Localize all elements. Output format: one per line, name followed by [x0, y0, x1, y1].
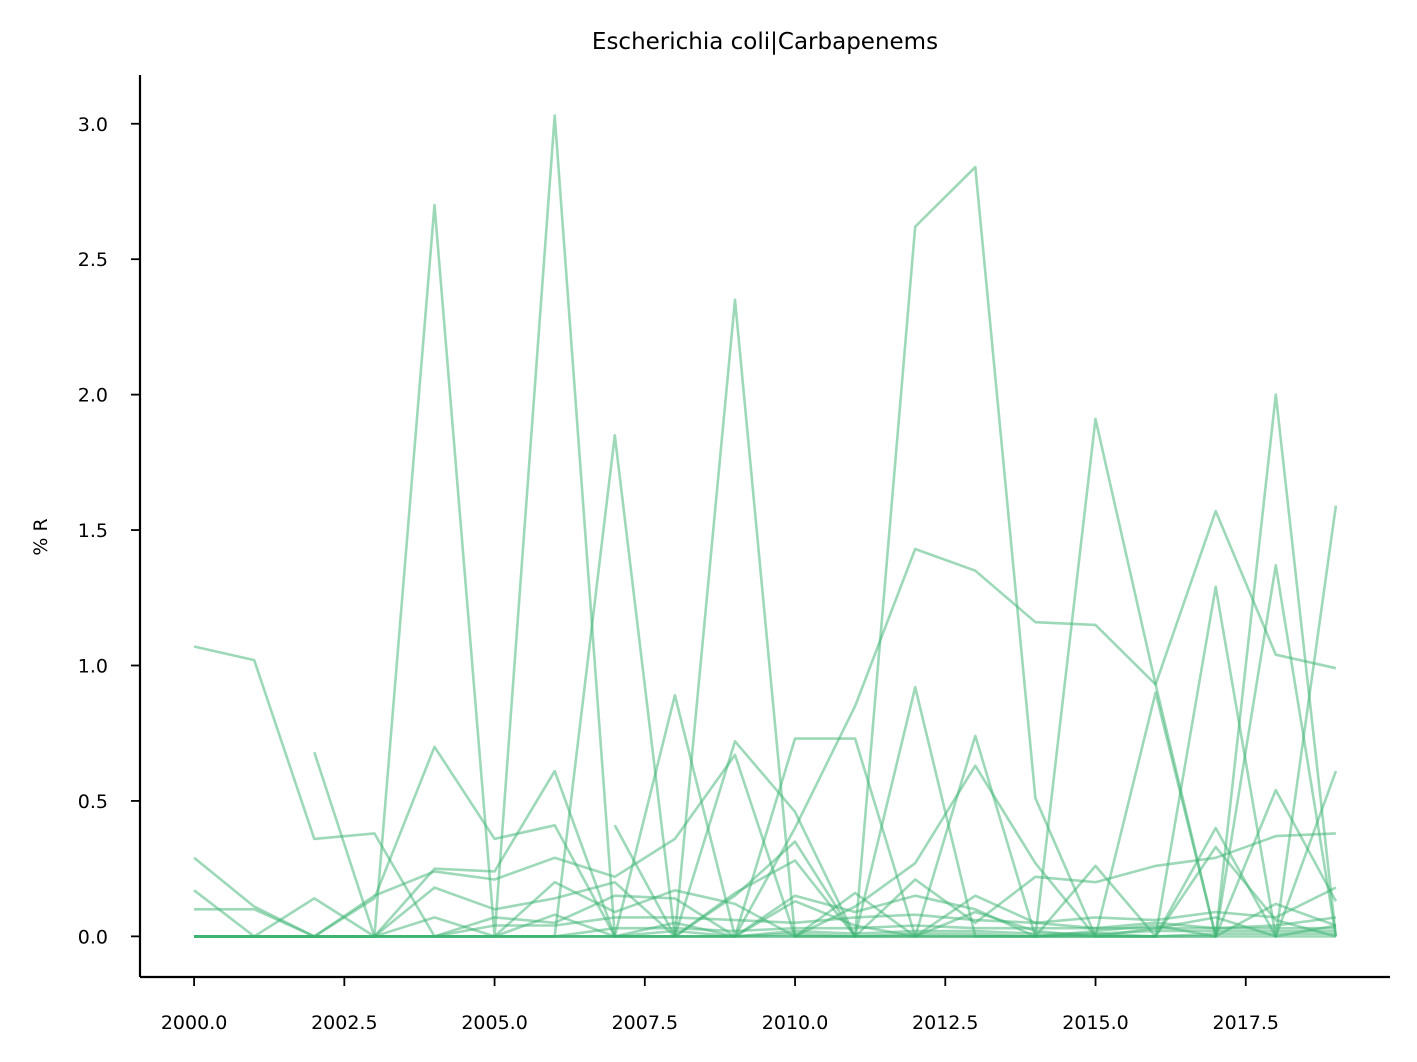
series-line-2	[193, 114, 1338, 938]
series-line-7	[613, 734, 1337, 938]
x-tick-label: 2000.0	[161, 1012, 227, 1034]
series-line-5	[193, 685, 1338, 938]
y-tick-label: 2.0	[78, 385, 108, 407]
series-layer	[193, 114, 1338, 938]
series-line-3	[194, 417, 1338, 938]
y-tick-label: 1.5	[78, 520, 108, 542]
series-line-1	[193, 509, 1337, 938]
y-tick-label: 1.0	[78, 655, 108, 677]
x-tick-label: 2002.5	[311, 1012, 377, 1034]
x-tick-label: 2012.5	[912, 1012, 978, 1034]
x-tick-label: 2005.0	[461, 1012, 527, 1034]
x-tick-label: 2010.0	[762, 1012, 828, 1034]
y-tick-label: 2.5	[78, 249, 108, 271]
y-tick-label: 3.0	[78, 114, 108, 136]
chart-title: Escherichia coli|Carbapenems	[592, 29, 938, 55]
y-tick-label: 0.5	[78, 791, 108, 813]
series-line-8	[194, 832, 1336, 938]
x-tick-label: 2015.0	[1062, 1012, 1128, 1034]
x-tick-label: 2017.5	[1213, 1012, 1279, 1034]
ticks-layer: 2000.0 2002.5 2005.0 2007.5 2010.0 2012.5 2015…	[78, 114, 1279, 1034]
x-tick-label: 2007.5	[612, 1012, 678, 1034]
y-tick-label: 0.0	[78, 926, 108, 948]
y-axis-label: % R	[30, 518, 52, 555]
